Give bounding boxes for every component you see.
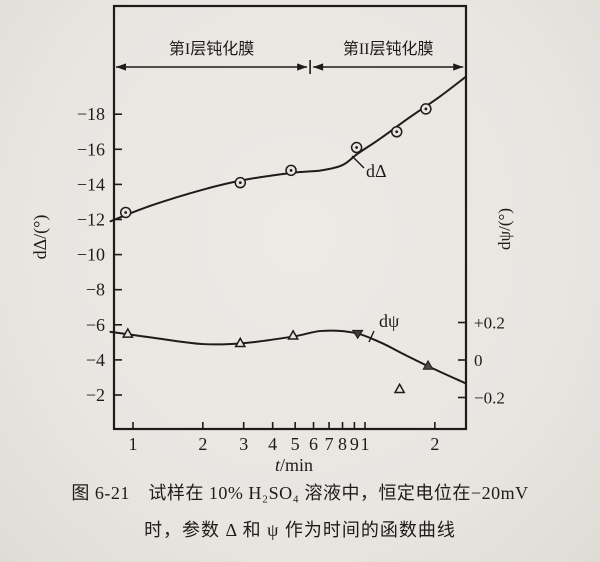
x-tick-label: 5: [291, 434, 300, 454]
x-tick-label: 8: [338, 434, 347, 454]
left-axis-ticks: −2 −4 −6 −8 −10 −12 −14 −16 −18: [77, 104, 122, 405]
left-tick-label: −12: [77, 210, 105, 230]
series-label-2: dψ: [368, 311, 400, 343]
right-tick-label: 0: [474, 351, 483, 370]
left-tick-label: −16: [77, 139, 105, 159]
x-tick-label: 2: [430, 434, 439, 454]
dψ-curve: [109, 329, 467, 385]
right-tick-label: −0.2: [474, 389, 505, 408]
region-span-2: 第II层钝化膜: [313, 40, 464, 71]
series-label-text: dψ: [379, 311, 400, 331]
x-tick-label: 3: [239, 434, 248, 454]
region-span-1: 第I层钝化膜: [116, 40, 308, 71]
left-tick-label: −4: [86, 350, 105, 370]
dψ-data-points: [121, 327, 434, 394]
x-tick-label: 1: [129, 434, 138, 454]
x-tick-label: 7: [325, 434, 334, 454]
dΔ-data-points: [119, 103, 432, 219]
right-axis-title: dψ/(°): [495, 208, 514, 250]
x-tick-label: 4: [268, 434, 277, 454]
series-label-text: dΔ: [366, 161, 387, 181]
figure-caption-line2: 时，参数 Δ 和 ψ 作为时间的函数曲线: [144, 520, 456, 540]
region-label-1: 第I层钝化膜: [169, 40, 254, 58]
right-axis-ticks: +0.2 0 −0.2: [458, 314, 505, 408]
left-tick-label: −18: [77, 104, 105, 124]
x-tick-label: 1: [361, 434, 370, 454]
x-tick-label: 6: [309, 434, 318, 454]
left-tick-label: −10: [77, 245, 105, 265]
left-tick-label: −2: [86, 385, 105, 405]
region-label-2: 第II层钝化膜: [343, 40, 434, 58]
left-tick-label: −14: [77, 174, 105, 194]
x-axis-title: t/min: [275, 455, 313, 475]
series-label-1: dΔ: [351, 155, 387, 181]
left-axis-title: dΔ/(°): [30, 215, 51, 260]
x-tick-label: 9: [350, 434, 359, 454]
left-tick-label: −6: [86, 315, 105, 335]
dΔ-curve: [109, 76, 467, 223]
figure-caption-line1: 图 6-21 试样在 10% H₂SO₄ 溶液中，恒定电位在−20mV: [71, 483, 529, 503]
right-tick-label: +0.2: [474, 314, 505, 333]
figure-caption: 图 6-21 试样在 10% H₂SO₄ 溶液中，恒定电位在−20mV 时，参数…: [0, 479, 600, 542]
x-tick-label: 2: [198, 434, 207, 454]
passivation-region-annotations: 第I层钝化膜 第II层钝化膜: [116, 40, 464, 74]
plot-frame: [112, 4, 468, 431]
left-tick-label: −8: [86, 280, 105, 300]
